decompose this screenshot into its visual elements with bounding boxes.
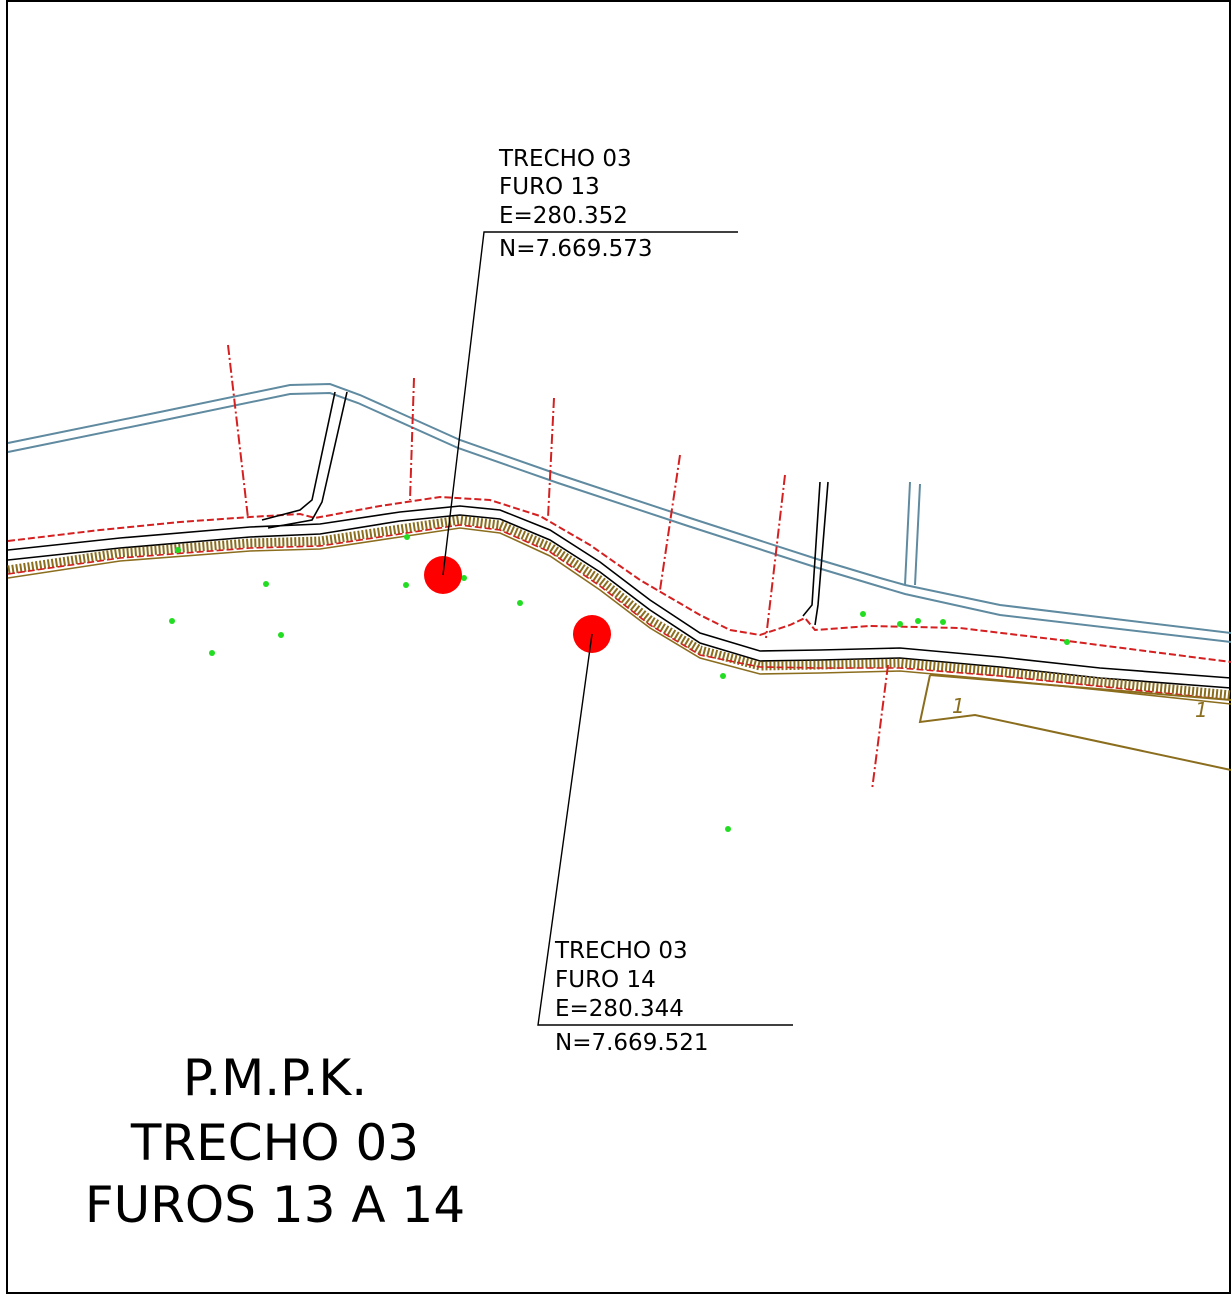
parcel-mark-1: 1 [952, 694, 965, 718]
water-channel [7, 382, 1231, 643]
survey-points [169, 534, 1070, 832]
callout-furo-14: TRECHO 03 FURO 14 E=280.344 N=7.669.521 [554, 938, 709, 1056]
embankment-band [7, 515, 1231, 700]
title-line-1: P.M.P.K. [183, 1049, 367, 1107]
title-line-3: FUROS 13 A 14 [85, 1176, 465, 1234]
callout-13-easting: E=280.352 [499, 203, 628, 229]
callout-14-trecho: TRECHO 03 [554, 938, 688, 964]
callout-furo-13: TRECHO 03 FURO 13 E=280.352 N=7.669.573 [498, 146, 653, 262]
leader-lines [442, 231, 793, 1026]
callout-14-easting: E=280.344 [555, 996, 684, 1022]
callout-13-northing: N=7.669.573 [499, 236, 653, 262]
drawing-border [6, 0, 1231, 1294]
callout-13-furo: FURO 13 [499, 174, 600, 200]
callout-14-furo: FURO 14 [555, 967, 656, 993]
embankment-bottom [7, 527, 1231, 705]
road-edge-bottom [7, 524, 1231, 701]
title-line-2: TRECHO 03 [130, 1114, 419, 1172]
parcel-outline [918, 674, 1231, 771]
parcel-mark-2: 1 [1195, 698, 1208, 722]
road-edge-top [7, 495, 1231, 663]
road-lines [7, 391, 1231, 689]
callout-13-trecho: TRECHO 03 [498, 146, 632, 172]
cross-lines [227, 344, 889, 791]
title-block: P.M.P.K. TRECHO 03 FUROS 13 A 14 [85, 1049, 465, 1234]
callout-14-northing: N=7.669.521 [555, 1030, 709, 1056]
